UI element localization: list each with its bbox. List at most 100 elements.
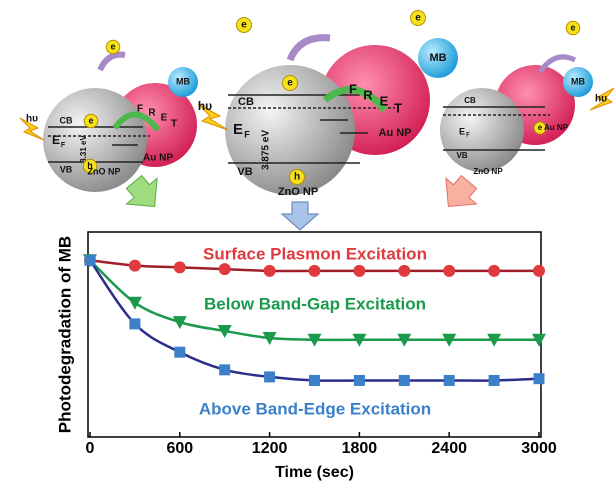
diagram-label: hυ xyxy=(198,99,212,113)
diagram-label: MB xyxy=(429,52,446,64)
mb xyxy=(168,67,198,97)
x-tick-label: 0 xyxy=(86,440,95,457)
arrow xyxy=(97,51,126,72)
arrow xyxy=(286,34,331,62)
marker xyxy=(442,333,457,347)
x-tick-label: 1800 xyxy=(342,440,378,457)
marker xyxy=(443,374,455,386)
zno-np xyxy=(440,88,524,172)
diagram-label: e xyxy=(88,115,93,125)
series-label: Surface Plasmon Excitation xyxy=(203,244,427,263)
marker xyxy=(532,333,546,347)
marker xyxy=(217,324,232,338)
marker xyxy=(309,374,320,386)
marker xyxy=(264,371,276,383)
diagram-label: R xyxy=(363,87,373,102)
marker xyxy=(352,333,367,347)
diagram-label: E xyxy=(233,121,243,138)
diagram-label: E xyxy=(459,126,465,136)
y-axis-label: Photodegradation of MB xyxy=(55,236,74,433)
marker xyxy=(308,264,321,277)
diagram-label: VB xyxy=(456,151,467,160)
diagram-label: e xyxy=(241,20,247,31)
marker xyxy=(127,296,142,310)
fret-arrow xyxy=(112,111,161,132)
x-axis-label: Time (sec) xyxy=(275,464,354,481)
marker xyxy=(172,316,187,330)
x-tick-label: 2400 xyxy=(431,440,467,457)
carrier xyxy=(565,20,581,36)
carrier xyxy=(282,75,298,91)
marker xyxy=(488,374,500,386)
carrier xyxy=(105,39,121,55)
diagram-label: MB xyxy=(571,76,585,86)
marker xyxy=(262,332,277,346)
marker xyxy=(263,264,276,277)
down-arrow xyxy=(280,201,320,231)
marker xyxy=(487,333,502,347)
diagram-label: Au NP xyxy=(544,123,569,132)
diagram-label: E xyxy=(52,133,60,147)
diagram-label: E xyxy=(161,113,168,124)
marker xyxy=(353,374,365,386)
light xyxy=(197,103,229,131)
carrier xyxy=(83,113,99,129)
diagram-label: T xyxy=(171,119,177,130)
chart: 0 600 1200 1800 2400 3000 Time (sec) Photodegra… xyxy=(55,231,557,481)
diagram-label: VB xyxy=(60,164,73,174)
diagram-label: h xyxy=(294,172,300,183)
marker xyxy=(353,264,366,277)
series-label: Above Band-Edge Excitation xyxy=(199,399,431,418)
down-arrow xyxy=(125,174,158,208)
diagram-label: 3.31 eV xyxy=(79,135,88,163)
carrier xyxy=(236,17,252,33)
diagram-label: e xyxy=(570,22,575,32)
marker xyxy=(398,374,410,386)
marker xyxy=(173,261,186,274)
diagram-label: F xyxy=(61,142,66,149)
diagram-label: CB xyxy=(238,96,254,108)
diagram-label: F xyxy=(466,133,470,139)
mb xyxy=(563,67,593,97)
light xyxy=(589,87,614,111)
diagram-label: R xyxy=(148,108,156,119)
arrow xyxy=(537,54,577,74)
marker xyxy=(218,263,231,276)
carrier xyxy=(289,169,305,185)
diagram-label: E xyxy=(380,93,389,108)
diagram-label: e xyxy=(538,123,543,132)
bands xyxy=(443,106,550,151)
marker xyxy=(488,264,501,277)
diagram-label: ZnO NP xyxy=(278,186,318,198)
diagram-label: e xyxy=(287,78,293,89)
diagram-label: MB xyxy=(176,76,190,86)
marker xyxy=(307,333,322,347)
diagram-label: e xyxy=(110,41,115,51)
carrier xyxy=(533,121,547,135)
mb xyxy=(418,38,458,78)
light xyxy=(19,117,45,141)
marker xyxy=(397,333,412,347)
marker xyxy=(398,264,411,277)
x-tick-label: 600 xyxy=(166,440,193,457)
diagram-label: e xyxy=(415,13,421,24)
marker xyxy=(533,264,545,277)
x-tick-label: 1200 xyxy=(252,440,288,457)
diagram-label: CB xyxy=(60,115,73,125)
carrier xyxy=(410,10,426,26)
diagram-label: 3.875 eV xyxy=(261,130,272,170)
marker xyxy=(128,259,141,272)
diagram-label: hυ xyxy=(595,94,607,105)
marker xyxy=(443,264,456,277)
series-label: Below Band-Gap Excitation xyxy=(204,294,426,313)
fret-arrow xyxy=(322,86,388,113)
marker xyxy=(219,364,231,376)
diagram-label: hυ xyxy=(26,114,38,125)
x-tick-label: 3000 xyxy=(521,440,557,457)
diagram-label: F xyxy=(137,104,143,115)
diagram-label: ZnO NP xyxy=(473,167,503,176)
down-arrow xyxy=(445,174,478,208)
diagram-label: Au NP xyxy=(379,127,412,139)
